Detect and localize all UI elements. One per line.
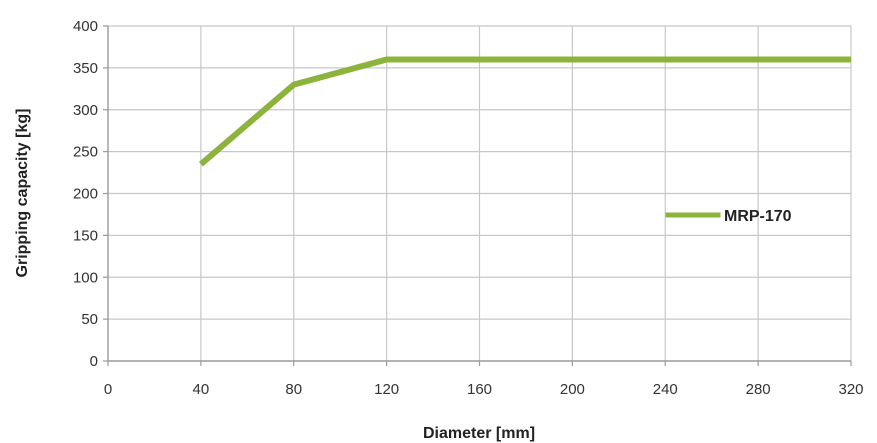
x-tick-label-200: 200 bbox=[560, 381, 585, 398]
x-tick-labels: 0 40 80 120 160 200 240 280 320 bbox=[104, 381, 864, 398]
x-tick-label-40: 40 bbox=[193, 381, 210, 398]
y-tick-label-250: 250 bbox=[73, 144, 98, 161]
grid bbox=[108, 25, 852, 361]
y-tick-label-50: 50 bbox=[81, 311, 98, 328]
y-tick-label-100: 100 bbox=[73, 269, 98, 286]
y-tick-labels: 0 50 100 150 200 250 300 350 400 bbox=[73, 18, 98, 370]
y-tick-label-350: 350 bbox=[73, 60, 98, 77]
x-tick-label-0: 0 bbox=[104, 381, 112, 398]
x-tick-label-320: 320 bbox=[838, 381, 863, 398]
y-tick-label-0: 0 bbox=[90, 353, 98, 370]
x-tick-label-240: 240 bbox=[653, 381, 678, 398]
x-tick-label-120: 120 bbox=[374, 381, 399, 398]
y-tick-label-150: 150 bbox=[73, 227, 98, 244]
legend-label-mrp-170: MRP-170 bbox=[724, 208, 792, 225]
axes bbox=[103, 25, 852, 366]
x-tick-label-160: 160 bbox=[467, 381, 492, 398]
series-line-mrp-170 bbox=[198, 56, 851, 167]
y-tick-label-200: 200 bbox=[73, 186, 98, 203]
x-axis-title: Diameter [mm] bbox=[423, 425, 535, 442]
y-tick-label-400: 400 bbox=[73, 18, 98, 35]
legend: MRP-170 bbox=[665, 208, 792, 225]
x-tick-label-80: 80 bbox=[285, 381, 302, 398]
series-layer bbox=[198, 56, 851, 167]
y-tick-label-300: 300 bbox=[73, 102, 98, 119]
x-tick-label-280: 280 bbox=[746, 381, 771, 398]
y-axis-title: Gripping capacity [kg] bbox=[14, 109, 31, 278]
